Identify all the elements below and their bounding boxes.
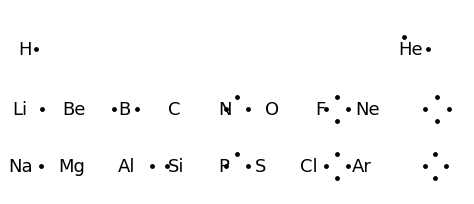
Text: H: H	[18, 41, 31, 59]
Text: Mg: Mg	[58, 157, 85, 175]
Text: Na: Na	[8, 157, 33, 175]
Text: Si: Si	[168, 157, 184, 175]
Text: P: P	[218, 157, 229, 175]
Text: Li: Li	[12, 101, 27, 118]
Text: Ar: Ar	[352, 157, 372, 175]
Text: Ne: Ne	[355, 101, 380, 118]
Text: B: B	[118, 101, 130, 118]
Text: Be: Be	[62, 101, 85, 118]
Text: C: C	[168, 101, 181, 118]
Text: Al: Al	[118, 157, 136, 175]
Text: He: He	[398, 41, 423, 59]
Text: F: F	[315, 101, 325, 118]
Text: N: N	[218, 101, 231, 118]
Text: O: O	[265, 101, 279, 118]
Text: Cl: Cl	[300, 157, 318, 175]
Text: S: S	[255, 157, 266, 175]
